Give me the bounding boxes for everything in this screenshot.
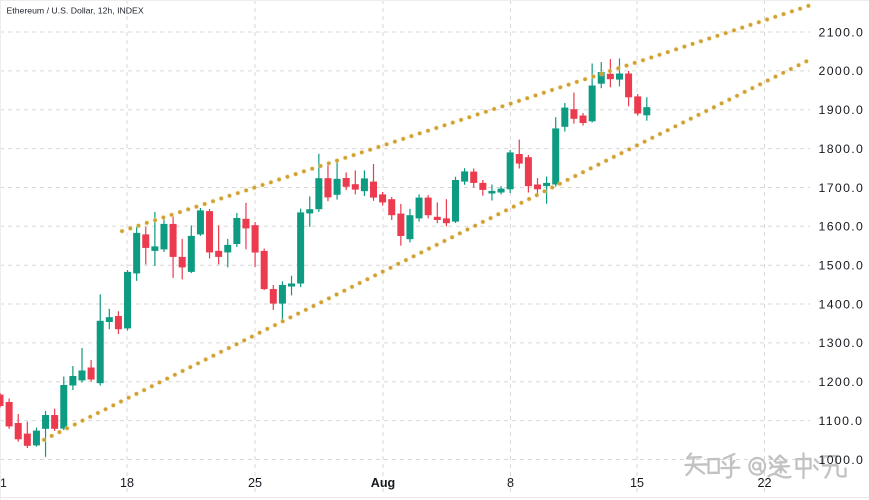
- svg-text:Aug: Aug: [371, 476, 395, 490]
- svg-text:25: 25: [248, 476, 262, 490]
- svg-text:1600.0: 1600.0: [819, 220, 865, 234]
- svg-text:18: 18: [120, 476, 134, 490]
- svg-text:1900.0: 1900.0: [819, 103, 865, 117]
- svg-text:Ethereum / U.S. Dollar, 12h, I: Ethereum / U.S. Dollar, 12h, INDEX: [7, 6, 144, 16]
- svg-text:2100.0: 2100.0: [819, 25, 865, 39]
- svg-text:1300.0: 1300.0: [819, 336, 865, 350]
- svg-text:1700.0: 1700.0: [819, 181, 865, 195]
- svg-text:1000.0: 1000.0: [819, 453, 865, 467]
- svg-text:2000.0: 2000.0: [819, 64, 865, 78]
- svg-text:1100.0: 1100.0: [819, 414, 864, 428]
- svg-text:15: 15: [630, 476, 644, 490]
- svg-text:1200.0: 1200.0: [819, 375, 865, 389]
- svg-text:22: 22: [757, 476, 771, 490]
- svg-text:1400.0: 1400.0: [819, 297, 865, 311]
- svg-text:1: 1: [0, 476, 7, 490]
- svg-text:1500.0: 1500.0: [819, 259, 865, 273]
- svg-text:8: 8: [507, 476, 514, 490]
- svg-text:1800.0: 1800.0: [819, 142, 865, 156]
